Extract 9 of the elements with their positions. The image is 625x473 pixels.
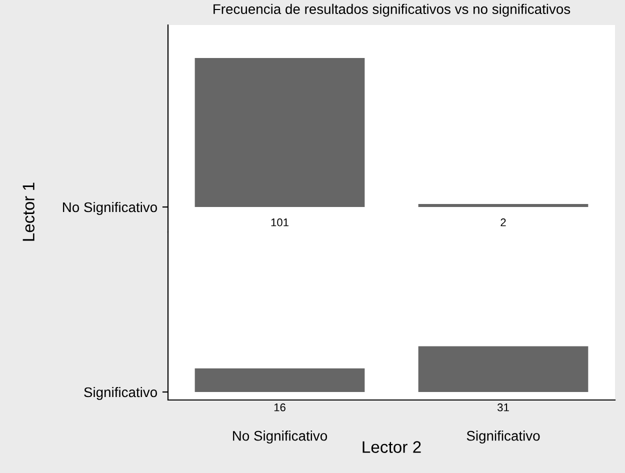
data-label: 16 xyxy=(274,403,286,412)
text: Significativo xyxy=(84,386,158,400)
data-label: 101 xyxy=(271,218,288,226)
data-label: 2 xyxy=(500,218,506,226)
y-axis-title: Lector 1 xyxy=(22,182,34,241)
x-axis-title: Lector 2 xyxy=(362,441,421,453)
data-label: 31 xyxy=(497,403,509,412)
text: No Significativo xyxy=(63,202,158,215)
chart-title: Frecuencia de resultados significativos vs no significativos xyxy=(214,4,570,17)
